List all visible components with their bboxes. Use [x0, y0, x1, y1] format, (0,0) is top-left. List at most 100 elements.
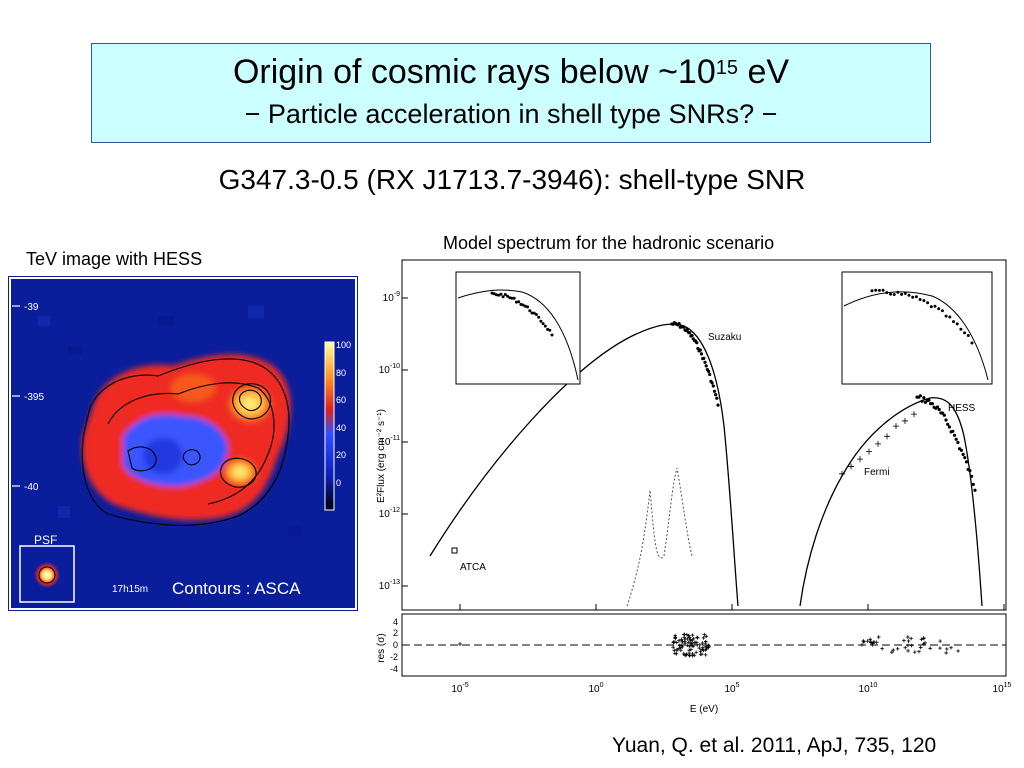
data-point	[903, 291, 907, 295]
svg-text:10-5: 10-5	[451, 682, 468, 695]
residual-point	[917, 649, 921, 654]
residual-point	[890, 650, 894, 654]
data-points	[458, 288, 977, 658]
residual-point	[672, 639, 676, 644]
residual-point	[700, 641, 705, 645]
data-point	[922, 396, 926, 400]
residual-point	[685, 632, 689, 637]
data-point	[510, 296, 514, 300]
data-point	[690, 333, 694, 338]
residual-point	[902, 417, 908, 424]
residual-point	[921, 636, 926, 640]
data-point	[677, 322, 681, 326]
data-point	[501, 295, 505, 299]
residual-point	[685, 643, 690, 648]
residual-point	[876, 635, 881, 639]
residual-point	[945, 647, 949, 651]
residual-point	[683, 653, 687, 658]
residual-point	[683, 641, 687, 645]
residual-point	[701, 645, 705, 650]
x-axis-label: E (eV)	[690, 704, 718, 715]
data-point	[952, 433, 957, 437]
residual-point	[906, 649, 910, 653]
annotations: Suzaku HESS Fermi ATCA	[460, 332, 976, 573]
residual-point	[689, 647, 693, 652]
tev-frame	[9, 277, 357, 610]
x-ticks: 10-5 100 105 1010 1015	[451, 682, 1011, 695]
suzaku-label: Suzaku	[708, 332, 741, 343]
data-point	[874, 288, 878, 292]
residual-point	[928, 646, 932, 651]
data-point	[959, 327, 963, 331]
residual-point	[861, 639, 866, 643]
data-point	[930, 402, 935, 406]
svg-text:1015: 1015	[993, 682, 1012, 695]
data-point	[503, 293, 507, 296]
colorbar-tick-80: 80	[336, 368, 346, 378]
residual-point	[687, 653, 692, 658]
residual-point	[938, 639, 942, 643]
data-point	[716, 403, 720, 407]
residual-point	[687, 644, 692, 648]
residual-point	[704, 634, 709, 639]
data-point	[534, 313, 538, 316]
thermal-dashed	[626, 467, 693, 607]
data-point	[963, 331, 967, 335]
residual-point	[682, 635, 686, 640]
residual-point	[698, 643, 702, 647]
ytick-1e-11: 10-11	[379, 435, 400, 448]
residual-point	[701, 648, 706, 653]
citation: Yuan, Q. et al. 2011, ApJ, 735, 120	[612, 734, 937, 757]
title-main-text: Origin of cosmic rays below ~10	[232, 53, 716, 91]
data-point	[959, 448, 964, 452]
slide-subtitle: G347.3-0.5 (RX J1713.7-3946): shell-type…	[218, 164, 806, 195]
residual-point	[874, 640, 879, 645]
svg-text:100: 100	[588, 682, 603, 695]
data-point	[927, 398, 931, 402]
residual-point	[703, 653, 708, 657]
data-point	[892, 293, 896, 296]
spectrum-figure: E²Flux (erg cm⁻² s⁻¹) res (σ) 10-9 10-10…	[376, 259, 1012, 715]
res-y-ticks: 4 2 0 -2 -4	[390, 617, 398, 674]
hess-label: HESS	[948, 403, 976, 414]
data-point	[948, 315, 952, 319]
svg-text:-4: -4	[390, 664, 398, 674]
ytick-1e-9: 10-9	[383, 291, 400, 304]
data-point	[698, 348, 702, 352]
data-point	[537, 315, 541, 319]
data-point	[935, 405, 940, 409]
colorbar-tick-20: 20	[336, 450, 346, 460]
residual-point	[687, 635, 692, 640]
residual-point	[690, 643, 694, 648]
data-point	[499, 292, 503, 296]
residual-point	[848, 463, 854, 470]
residual-point	[702, 632, 707, 637]
residual-point	[673, 635, 678, 639]
sed-tick-marks	[402, 297, 1005, 610]
residual-point	[677, 646, 681, 651]
residual-point	[895, 647, 900, 651]
residual-point	[697, 646, 702, 650]
sed-y-label: E²Flux (erg cm⁻² s⁻¹)	[376, 409, 387, 503]
hadronic-curve	[799, 397, 983, 607]
residual-point	[891, 648, 896, 652]
data-point	[541, 322, 545, 326]
residual-point	[671, 645, 675, 650]
data-point	[702, 356, 706, 360]
residual-point	[698, 652, 703, 657]
data-point	[707, 369, 711, 373]
data-point	[539, 319, 543, 323]
residual-point	[938, 646, 942, 650]
colorbar-tick-40: 40	[336, 423, 346, 433]
title-dash-right: −	[761, 99, 778, 129]
residual-point	[956, 649, 960, 653]
asca-contours	[81, 358, 290, 526]
residual-point	[703, 648, 708, 652]
data-point	[973, 488, 977, 492]
residual-point	[692, 653, 697, 658]
residual-point	[694, 650, 698, 655]
data-point	[970, 474, 974, 478]
data-point	[961, 452, 965, 456]
data-point	[526, 305, 530, 309]
residual-point	[682, 639, 687, 644]
